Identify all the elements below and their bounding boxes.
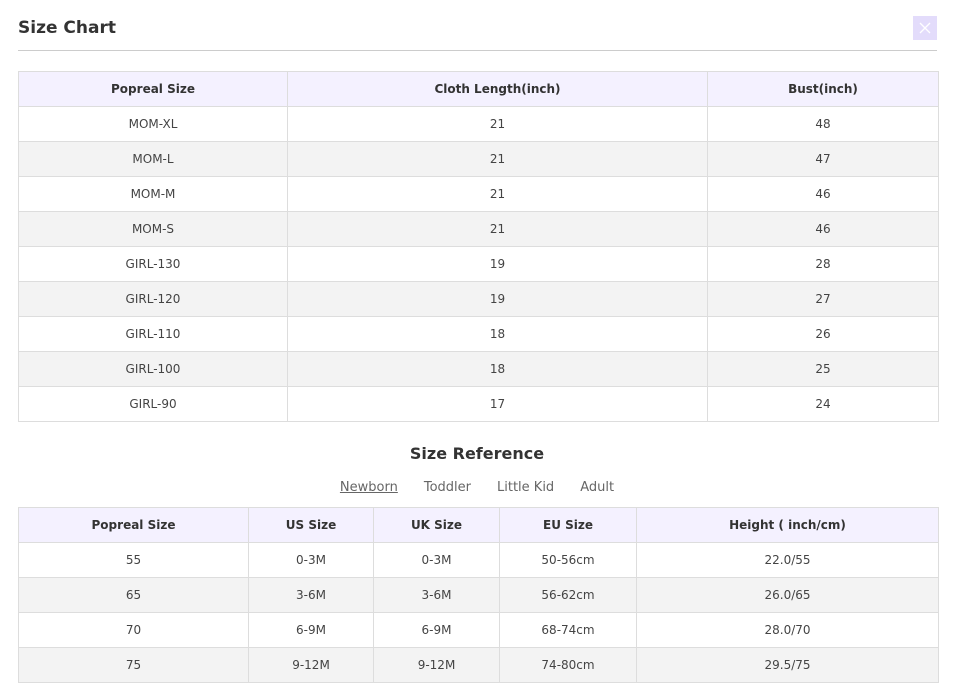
table-cell: 9-12M bbox=[248, 647, 374, 683]
column-header: Popreal Size bbox=[18, 507, 249, 543]
table-cell: 21 bbox=[287, 106, 708, 142]
table-row: GIRL-120 19 27 bbox=[18, 281, 939, 317]
table-cell: GIRL-110 bbox=[18, 316, 288, 352]
table-cell: 47 bbox=[707, 141, 939, 177]
tab-bar: Newborn Toddler Little Kid Adult bbox=[0, 480, 954, 495]
table-row: 70 6-9M 6-9M 68-74cm 28.0/70 bbox=[18, 612, 939, 648]
table-cell: 3-6M bbox=[373, 577, 500, 613]
table-cell: 17 bbox=[287, 386, 708, 422]
column-header: Bust(inch) bbox=[707, 71, 939, 107]
table-cell: 70 bbox=[18, 612, 249, 648]
table-cell: 75 bbox=[18, 647, 249, 683]
size-reference-table: Popreal Size US Size UK Size EU Size Height … bbox=[18, 507, 939, 683]
table-row: MOM-XL 21 48 bbox=[18, 106, 939, 142]
divider bbox=[18, 50, 937, 51]
close-button[interactable] bbox=[913, 16, 937, 40]
table-cell: MOM-S bbox=[18, 211, 288, 247]
table-row: MOM-M 21 46 bbox=[18, 176, 939, 212]
table-row: MOM-S 21 46 bbox=[18, 211, 939, 247]
table-cell: 48 bbox=[707, 106, 939, 142]
table-cell: 26 bbox=[707, 316, 939, 352]
table-cell: 28 bbox=[707, 246, 939, 282]
column-header: UK Size bbox=[373, 507, 500, 543]
table-cell: 0-3M bbox=[248, 542, 374, 578]
table-cell: GIRL-130 bbox=[18, 246, 288, 282]
section-title: Size Reference bbox=[409, 444, 545, 463]
column-header: Popreal Size bbox=[18, 71, 288, 107]
table-cell: GIRL-100 bbox=[18, 351, 288, 387]
table-cell: 25 bbox=[707, 351, 939, 387]
table-cell: 68-74cm bbox=[499, 612, 637, 648]
table-cell: GIRL-120 bbox=[18, 281, 288, 317]
table-cell: 21 bbox=[287, 211, 708, 247]
table-cell: 56-62cm bbox=[499, 577, 637, 613]
table-cell: 46 bbox=[707, 211, 939, 247]
table-row: 75 9-12M 9-12M 74-80cm 29.5/75 bbox=[18, 647, 939, 683]
table-cell: MOM-M bbox=[18, 176, 288, 212]
table-cell: 0-3M bbox=[373, 542, 500, 578]
page-title: Size Chart bbox=[18, 18, 116, 38]
column-header: Cloth Length(inch) bbox=[287, 71, 708, 107]
column-header: US Size bbox=[248, 507, 374, 543]
table-cell: GIRL-90 bbox=[18, 386, 288, 422]
table-cell: 6-9M bbox=[248, 612, 374, 648]
column-header: EU Size bbox=[499, 507, 637, 543]
table-cell: 28.0/70 bbox=[636, 612, 939, 648]
table-cell: 29.5/75 bbox=[636, 647, 939, 683]
table-row: MOM-L 21 47 bbox=[18, 141, 939, 177]
table-row: GIRL-90 17 24 bbox=[18, 386, 939, 422]
header-row: Popreal Size US Size UK Size EU Size Height … bbox=[18, 507, 939, 543]
table-cell: 27 bbox=[707, 281, 939, 317]
table-cell: 9-12M bbox=[373, 647, 500, 683]
table-cell: 26.0/65 bbox=[636, 577, 939, 613]
table-cell: 65 bbox=[18, 577, 249, 613]
table-cell: 74-80cm bbox=[499, 647, 637, 683]
table-cell: 24 bbox=[707, 386, 939, 422]
table-cell: 50-56cm bbox=[499, 542, 637, 578]
close-icon bbox=[919, 22, 931, 34]
tab[interactable]: Newborn bbox=[339, 480, 398, 495]
table-cell: 18 bbox=[287, 316, 708, 352]
size-chart-table: Popreal Size Cloth Length(inch) Bust(inch)… bbox=[18, 71, 939, 422]
column-header: Height ( inch/cm) bbox=[636, 507, 939, 543]
table-cell: 19 bbox=[287, 281, 708, 317]
table-cell: MOM-XL bbox=[18, 106, 288, 142]
table-cell: 6-9M bbox=[373, 612, 500, 648]
table-row: GIRL-100 18 25 bbox=[18, 351, 939, 387]
table-cell: 18 bbox=[287, 351, 708, 387]
table-row: 65 3-6M 3-6M 56-62cm 26.0/65 bbox=[18, 577, 939, 613]
table-row: GIRL-130 19 28 bbox=[18, 246, 939, 282]
tab[interactable]: Toddler bbox=[423, 480, 471, 495]
table-row: GIRL-110 18 26 bbox=[18, 316, 939, 352]
header-row: Popreal Size Cloth Length(inch) Bust(inch) bbox=[18, 71, 939, 107]
table-cell: 21 bbox=[287, 141, 708, 177]
table-cell: MOM-L bbox=[18, 141, 288, 177]
table-cell: 46 bbox=[707, 176, 939, 212]
table-cell: 3-6M bbox=[248, 577, 374, 613]
table-cell: 21 bbox=[287, 176, 708, 212]
table-cell: 22.0/55 bbox=[636, 542, 939, 578]
tab[interactable]: Little Kid bbox=[497, 480, 555, 495]
table-cell: 55 bbox=[18, 542, 249, 578]
table-cell: 19 bbox=[287, 246, 708, 282]
table-row: 55 0-3M 0-3M 50-56cm 22.0/55 bbox=[18, 542, 939, 578]
tab[interactable]: Adult bbox=[580, 480, 615, 495]
